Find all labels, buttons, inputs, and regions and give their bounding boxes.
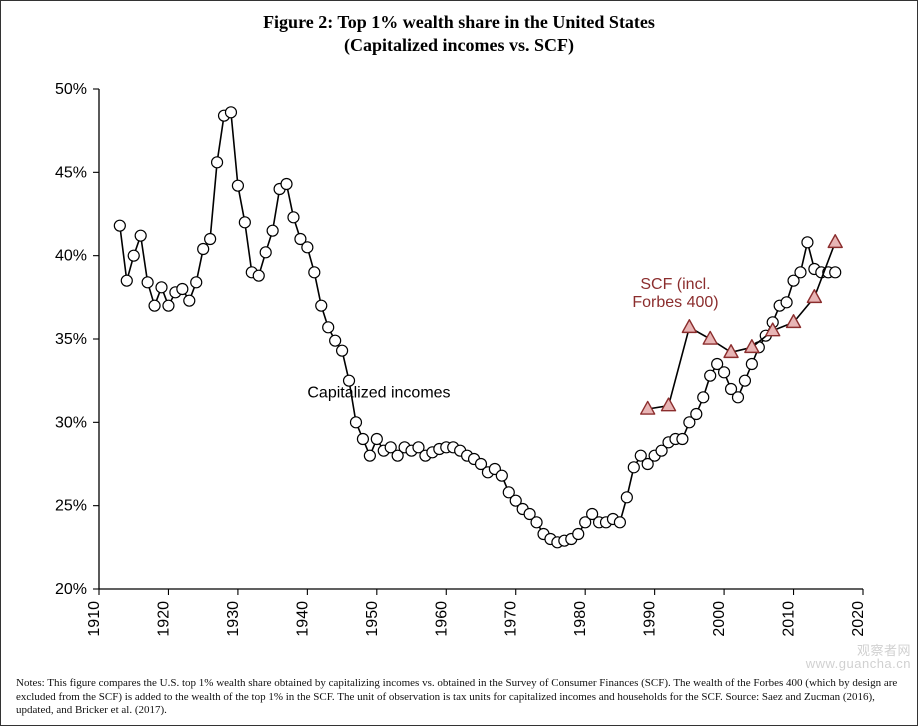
svg-text:2020: 2020 xyxy=(850,601,867,637)
svg-text:20%: 20% xyxy=(55,581,87,598)
svg-text:45%: 45% xyxy=(55,164,87,181)
figure-notes: Notes: This figure compares the U.S. top… xyxy=(16,677,902,717)
watermark-line1: 观察者网 xyxy=(806,644,911,658)
watermark: 观察者网 www.guancha.cn xyxy=(806,644,911,671)
watermark-line2: www.guancha.cn xyxy=(806,657,911,671)
svg-text:40%: 40% xyxy=(55,248,87,265)
figure-title-line2: (Capitalized incomes vs. SCF) xyxy=(1,34,917,57)
svg-text:1980: 1980 xyxy=(572,601,589,637)
svg-text:Capitalized incomes: Capitalized incomes xyxy=(307,384,450,401)
svg-text:1920: 1920 xyxy=(155,601,172,637)
svg-text:35%: 35% xyxy=(55,331,87,348)
wealth-share-chart: 20% 25% 30% 35% 40% 45% 50% 1910 1920 1930 1940 195… xyxy=(41,81,877,645)
figure-title-line1: Figure 2: Top 1% wealth share in the Uni… xyxy=(1,11,917,34)
svg-text:1960: 1960 xyxy=(433,601,450,637)
svg-text:Forbes 400): Forbes 400) xyxy=(632,294,718,311)
svg-text:1950: 1950 xyxy=(364,601,381,637)
figure-title: Figure 2: Top 1% wealth share in the Uni… xyxy=(1,1,917,56)
svg-text:25%: 25% xyxy=(55,498,87,515)
chart-container: 20% 25% 30% 35% 40% 45% 50% 1910 1920 1930 1940 195… xyxy=(41,81,877,645)
svg-text:1990: 1990 xyxy=(642,601,659,637)
svg-text:2010: 2010 xyxy=(781,601,798,637)
svg-text:SCF (incl.: SCF (incl. xyxy=(640,276,710,293)
svg-text:1910: 1910 xyxy=(86,601,103,637)
svg-text:1930: 1930 xyxy=(225,601,242,637)
svg-text:1970: 1970 xyxy=(503,601,520,637)
svg-text:2000: 2000 xyxy=(711,601,728,637)
figure-page: Figure 2: Top 1% wealth share in the Uni… xyxy=(0,0,918,726)
svg-text:1940: 1940 xyxy=(294,601,311,637)
svg-text:30%: 30% xyxy=(55,414,87,431)
svg-text:50%: 50% xyxy=(55,81,87,98)
